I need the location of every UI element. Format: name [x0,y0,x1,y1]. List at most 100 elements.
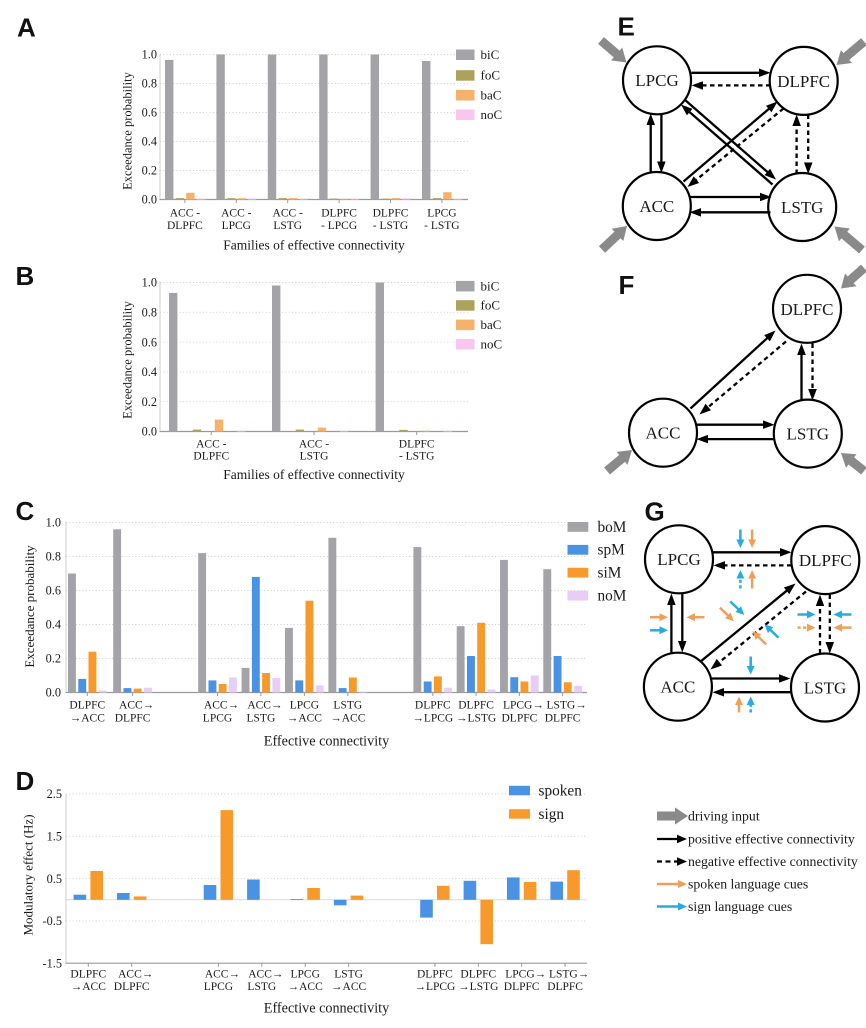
svg-text:Effective connectivity: Effective connectivity [264,734,390,750]
svg-text:1.0: 1.0 [46,516,61,530]
svg-text:LSTG: LSTG [787,425,830,444]
svg-text:spoken: spoken [539,782,583,799]
svg-text:→ACC: →ACC [287,713,322,725]
svg-text:1.0: 1.0 [142,48,157,62]
svg-text:→LPCG: →LPCG [414,981,455,993]
svg-text:Modulatory effect (Hz): Modulatory effect (Hz) [21,814,36,935]
svg-text:sign: sign [539,806,565,823]
svg-text:0.2: 0.2 [142,395,157,409]
svg-text:DLPFC: DLPFC [69,700,105,712]
svg-text:DLPFC: DLPFC [114,981,150,993]
svg-text:DLPFC: DLPFC [167,220,203,232]
svg-text:0.6: 0.6 [46,584,61,598]
svg-text:DLPFC: DLPFC [115,713,151,725]
svg-text:C: C [16,496,35,526]
svg-text:D: D [16,766,35,796]
svg-text:LSTG: LSTG [334,969,363,981]
svg-text:ACC -: ACC - [273,208,304,220]
svg-text:0.4: 0.4 [46,618,61,632]
svg-text:→LSTG: →LSTG [458,981,498,993]
svg-text:0.2: 0.2 [142,164,157,178]
svg-text:0.0: 0.0 [142,425,157,439]
svg-text:DLPFC: DLPFC [373,208,409,220]
svg-text:ACC→: ACC→ [204,700,239,712]
svg-text:foC: foC [481,68,501,83]
svg-text:B: B [16,261,35,291]
svg-text:0.6: 0.6 [142,106,157,120]
svg-text:LPCG: LPCG [635,71,678,90]
svg-text:→ACC: →ACC [288,981,323,993]
svg-text:driving input: driving input [688,809,760,824]
svg-text:Families of effective connecti: Families of effective connectivity [223,467,405,482]
svg-text:positive effective connectivit: positive effective connectivity [688,832,855,847]
svg-text:1.0: 1.0 [142,276,157,290]
svg-text:DLPFC: DLPFC [399,439,435,451]
svg-text:biC: biC [481,278,500,293]
svg-text:LSTG: LSTG [300,451,329,463]
svg-text:DLPFC: DLPFC [415,700,451,712]
svg-text:DLPFC: DLPFC [781,300,834,319]
svg-text:LPCG: LPCG [427,208,456,220]
svg-text:E: E [618,12,635,42]
svg-text:LPCG: LPCG [290,969,319,981]
svg-text:LPCG: LPCG [290,700,319,712]
svg-text:ACC: ACC [646,424,681,443]
svg-text:0.0: 0.0 [142,193,157,207]
svg-text:LSTG: LSTG [804,679,847,698]
svg-text:DLPFC: DLPFC [460,969,496,981]
svg-text:baC: baC [481,317,502,332]
svg-text:negative effective connectivit: negative effective connectivity [688,854,858,869]
svg-text:LPCG: LPCG [657,550,700,569]
svg-text:0.8: 0.8 [142,306,157,320]
svg-text:LSTG: LSTG [247,713,276,725]
svg-text:DLPFC: DLPFC [70,969,106,981]
svg-text:Exceedance probability: Exceedance probability [22,545,37,668]
svg-text:LSTG: LSTG [781,198,824,217]
svg-text:Families of effective connecti: Families of effective connectivity [223,238,405,253]
svg-text:LPCG: LPCG [222,220,251,232]
svg-text:-1.5: -1.5 [43,957,62,971]
svg-text:baC: baC [481,87,502,102]
svg-text:0.4: 0.4 [142,365,157,379]
svg-text:-0.5: -0.5 [43,914,62,928]
svg-text:ACC -: ACC - [221,208,252,220]
svg-text:DLPFC: DLPFC [777,72,830,91]
svg-text:sign language cues: sign language cues [688,899,792,914]
svg-text:DLPFC: DLPFC [193,451,229,463]
svg-text:→ACC: →ACC [71,981,106,993]
svg-text:1.5: 1.5 [47,830,62,844]
svg-text:Exceedance probability: Exceedance probability [121,71,135,189]
svg-text:boM: boM [598,519,627,536]
svg-text:spM: spM [598,542,626,559]
svg-text:- LSTG: - LSTG [424,220,459,232]
svg-text:noC: noC [481,336,503,351]
svg-text:ACC: ACC [639,197,674,216]
svg-text:DLPFC: DLPFC [504,981,540,993]
svg-text:ACC -: ACC - [196,439,227,451]
svg-text:LSTG: LSTG [273,220,302,232]
svg-text:LPCG→: LPCG→ [503,700,544,712]
svg-text:DLPFC: DLPFC [417,969,453,981]
svg-text:biC: biC [481,47,500,62]
svg-text:DLPFC: DLPFC [321,208,357,220]
svg-text:LPCG→: LPCG→ [505,969,546,981]
svg-text:→LSTG: →LSTG [456,713,496,725]
svg-text:ACC→: ACC→ [118,969,153,981]
svg-text:→ACC: →ACC [70,713,105,725]
svg-text:LSTG→: LSTG→ [549,969,589,981]
svg-text:LSTG: LSTG [247,981,276,993]
svg-text:→LPCG: →LPCG [412,713,453,725]
svg-text:spoken language cues: spoken language cues [688,877,808,892]
svg-text:Exceedance probability: Exceedance probability [121,300,135,418]
svg-text:DLPFC: DLPFC [799,551,852,570]
svg-text:G: G [645,497,665,527]
svg-text:noC: noC [481,107,503,122]
svg-text:LSTG: LSTG [333,700,362,712]
svg-text:DLPFC: DLPFC [547,981,583,993]
svg-text:A: A [17,13,36,43]
svg-text:ACC→: ACC→ [119,700,154,712]
svg-text:DLPFC: DLPFC [545,713,581,725]
svg-text:ACC -: ACC - [299,439,330,451]
svg-text:ACC -: ACC - [170,208,201,220]
svg-text:→ACC: →ACC [331,981,366,993]
